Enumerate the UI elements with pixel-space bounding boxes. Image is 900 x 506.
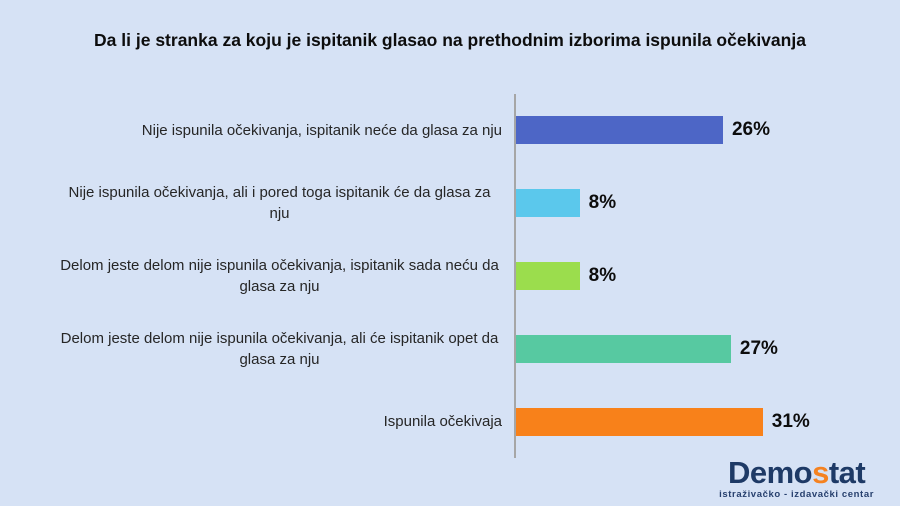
bar (516, 189, 580, 218)
chart-row: Delom jeste delom nije ispunila očekivan… (0, 312, 900, 386)
chart-rows: Nije ispunila očekivanja, ispitanik neće… (0, 94, 900, 458)
logo-text-accent: s (812, 455, 829, 490)
value-label: 8% (588, 264, 617, 286)
chart-row: Ispunila očekivaja 31% (0, 385, 900, 458)
bar (516, 116, 723, 145)
category-label: Ispunila očekivaja (383, 413, 502, 431)
value-label: 8% (588, 192, 617, 214)
bar (516, 407, 763, 436)
chart-row: Nije ispunila očekivanja, ali i pored to… (0, 166, 900, 240)
value-label: 27% (739, 337, 778, 359)
logo-text-suffix: tat (828, 455, 866, 490)
category-label: Delom jeste delom nije ispunila očekivan… (60, 329, 499, 368)
demostat-logo: Demostat istraživačko - izdavački centar (719, 457, 874, 501)
chart-title: Da li je stranka za koju je ispitanik gl… (94, 30, 806, 50)
category-cell: Nije ispunila očekivanja, ispitanik neće… (0, 120, 514, 141)
bar-cell: 26% (514, 94, 900, 167)
bar-cell: 8% (514, 239, 900, 313)
chart-row: Nije ispunila očekivanja, ispitanik neće… (0, 94, 900, 167)
category-label: Nije ispunila očekivanja, ispitanik neće… (141, 121, 502, 139)
value-label: 31% (771, 410, 810, 432)
bar (516, 261, 580, 290)
value-label: 26% (731, 119, 770, 141)
logo-wordmark: Demostat (719, 457, 874, 489)
category-label: Nije ispunila očekivanja, ali i pored to… (68, 184, 491, 223)
category-cell: Ispunila očekivaja (0, 411, 514, 432)
bar-cell: 31% (514, 385, 900, 458)
bar-chart: Nije ispunila očekivanja, ispitanik neće… (0, 94, 900, 458)
category-cell: Delom jeste delom nije ispunila očekivan… (0, 255, 514, 297)
logo-tagline: istraživačko - izdavački centar (719, 489, 874, 500)
bar-cell: 8% (514, 166, 900, 240)
category-cell: Nije ispunila očekivanja, ali i pored to… (0, 182, 514, 224)
bar-cell: 27% (514, 312, 900, 386)
bar (516, 334, 731, 363)
category-cell: Delom jeste delom nije ispunila očekivan… (0, 328, 514, 370)
category-label: Delom jeste delom nije ispunila očekivan… (60, 256, 499, 295)
chart-row: Delom jeste delom nije ispunila očekivan… (0, 239, 900, 313)
logo-text-prefix: Demo (727, 455, 813, 490)
